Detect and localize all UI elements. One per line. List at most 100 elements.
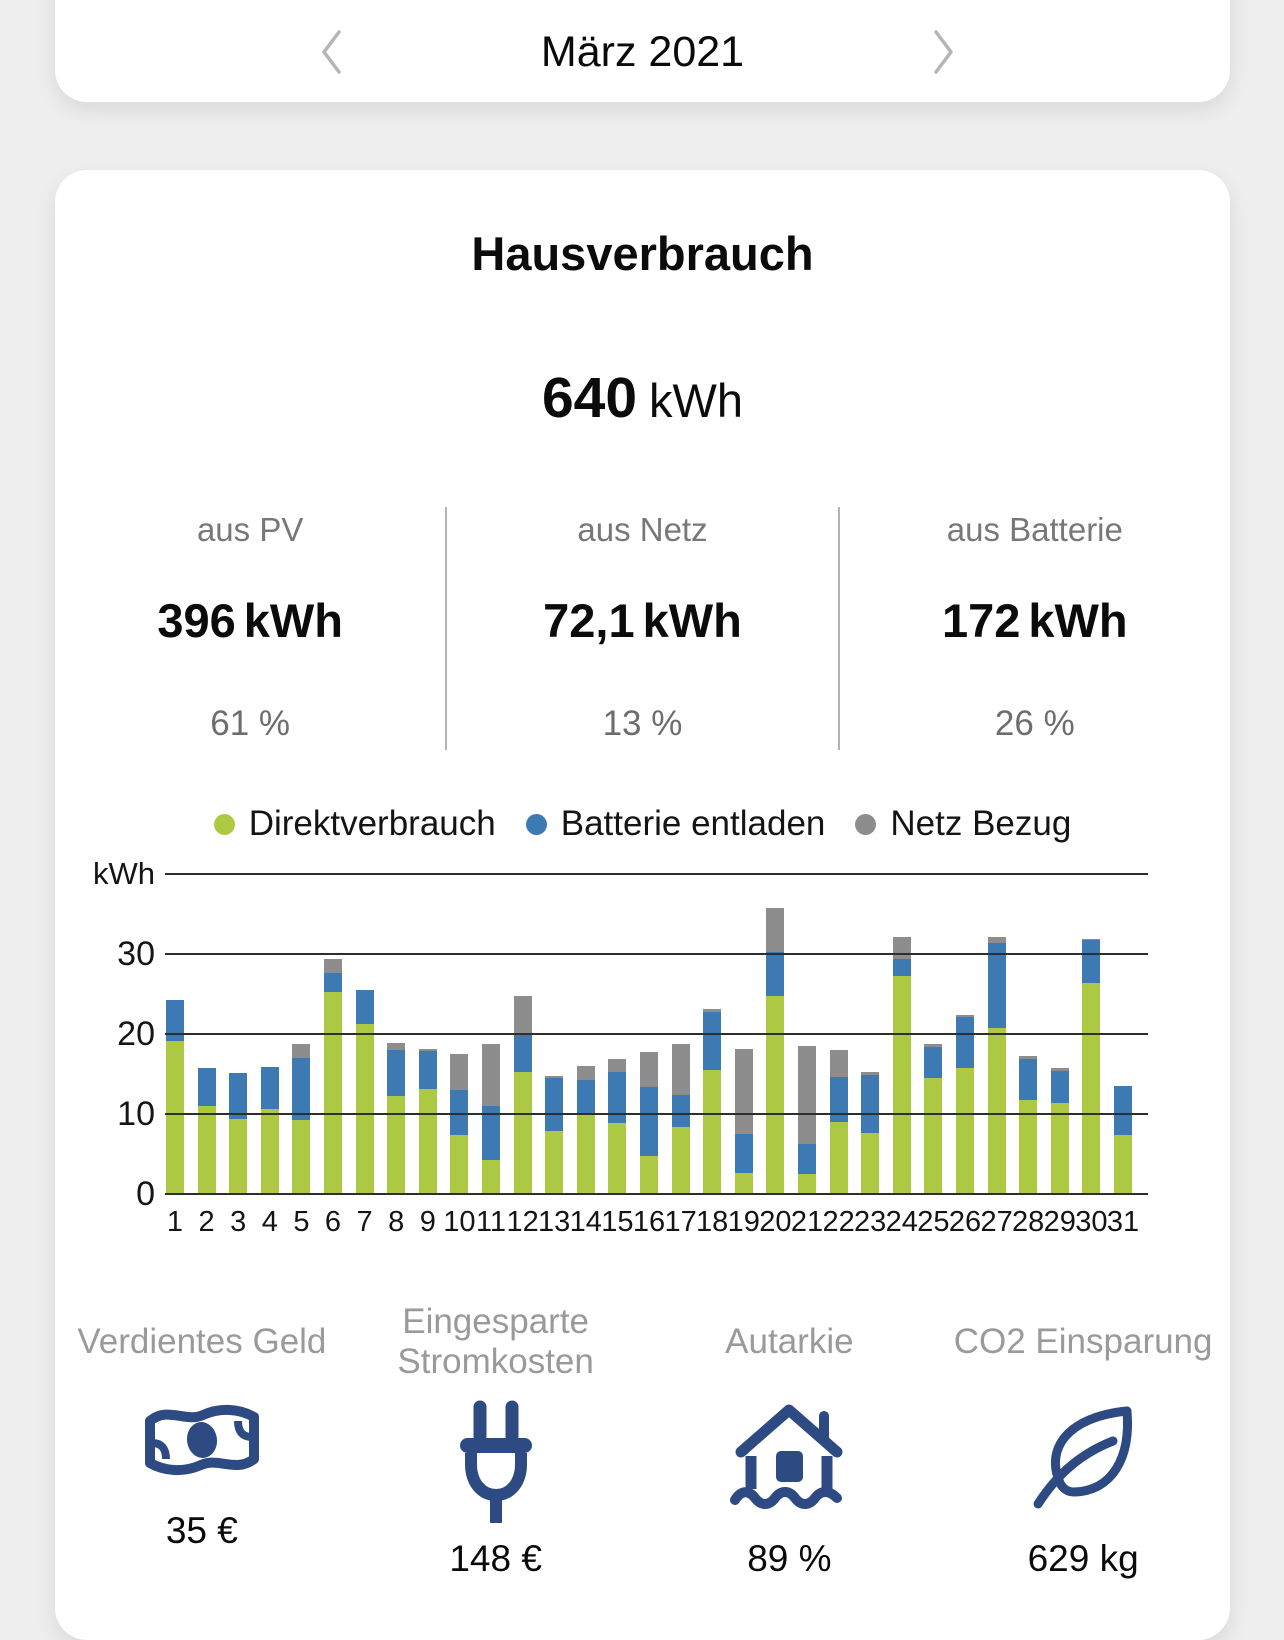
bar-segment xyxy=(292,1044,311,1058)
bar-day-2[interactable] xyxy=(197,1068,216,1194)
next-month-button[interactable] xyxy=(920,24,968,80)
bar-day-30[interactable] xyxy=(1082,938,1101,1194)
x-tick-label: 29 xyxy=(1043,1206,1076,1238)
x-tick-label: 15 xyxy=(601,1206,634,1238)
x-tick-label: 24 xyxy=(885,1206,918,1238)
bar-segment xyxy=(608,1122,627,1194)
y-tick-label: 0 xyxy=(136,1175,155,1213)
x-tick-label: 4 xyxy=(261,1206,278,1238)
bar-segment xyxy=(166,1041,184,1194)
bar-segment xyxy=(671,1094,690,1127)
stat-unit: kWh xyxy=(243,594,343,647)
legend-dot-gray xyxy=(855,813,877,835)
bar-day-20[interactable] xyxy=(766,908,785,1194)
bar-day-14[interactable] xyxy=(576,1066,595,1194)
bar-segment xyxy=(608,1071,627,1123)
bar-day-16[interactable] xyxy=(640,1052,658,1194)
bar-day-22[interactable] xyxy=(829,1050,848,1194)
stat-unit: kWh xyxy=(1028,594,1128,647)
bar-day-21[interactable] xyxy=(798,1046,816,1194)
x-tick-label: 12 xyxy=(506,1206,539,1238)
legend-dot-green xyxy=(213,813,235,835)
bar-segment xyxy=(418,1089,437,1194)
bar-day-15[interactable] xyxy=(608,1058,627,1194)
kpi-row: Verdientes Geld 35 € Eingesparte Stromko… xyxy=(55,1300,1230,1580)
bar-segment xyxy=(608,1058,627,1072)
bar-day-13[interactable] xyxy=(545,1076,564,1194)
bar-segment xyxy=(387,1050,406,1096)
bar-segment xyxy=(450,1134,469,1194)
x-tick-label: 2 xyxy=(198,1206,215,1238)
bar-day-26[interactable] xyxy=(956,1014,974,1194)
stat-aus-netz: aus Netz 72,1 kWh 13 % xyxy=(445,507,837,750)
legend-item-netz-bezug: Netz Bezug xyxy=(855,804,1071,844)
x-tick-label: 3 xyxy=(230,1206,247,1238)
bar-segment xyxy=(292,1120,311,1194)
bar-segment xyxy=(1050,1068,1069,1071)
bar-segment xyxy=(292,1058,311,1121)
bar-day-9[interactable] xyxy=(418,1049,437,1194)
bar-day-17[interactable] xyxy=(671,1043,690,1194)
bar-day-4[interactable] xyxy=(260,1066,279,1194)
bar-segment xyxy=(1050,1102,1069,1194)
bar-segment xyxy=(418,1050,437,1090)
gridline xyxy=(165,953,1148,955)
bar-day-10[interactable] xyxy=(450,1054,469,1194)
x-tick-label: 11 xyxy=(475,1206,507,1238)
legend-label: Netz Bezug xyxy=(890,804,1072,843)
bar-day-18[interactable] xyxy=(703,1009,722,1194)
x-tick-label: 27 xyxy=(980,1206,1013,1238)
bar-day-27[interactable] xyxy=(987,937,1006,1194)
bar-segment xyxy=(576,1114,595,1194)
bar-segment xyxy=(545,1078,564,1131)
bar-day-11[interactable] xyxy=(482,1044,500,1194)
bar-segment xyxy=(1082,940,1101,983)
bar-day-8[interactable] xyxy=(387,1042,406,1194)
bar-segment xyxy=(734,1134,753,1174)
bar-day-1[interactable] xyxy=(166,999,184,1194)
consumption-card: Hausverbrauch 640 kWh aus PV 396 kWh 61 % … xyxy=(55,170,1230,1640)
bar-segment xyxy=(640,1156,658,1194)
bar-segment xyxy=(956,1017,974,1069)
bar-day-7[interactable] xyxy=(355,990,374,1194)
x-tick-label: 25 xyxy=(917,1206,950,1238)
bar-segment xyxy=(260,1109,279,1194)
bar-segment xyxy=(703,1009,722,1013)
bar-day-24[interactable] xyxy=(892,937,911,1194)
month-label: März 2021 xyxy=(540,28,745,76)
total-consumption: 640 kWh xyxy=(55,365,1230,431)
x-tick-label: 8 xyxy=(388,1206,405,1238)
house-water-icon xyxy=(727,1396,851,1528)
stat-percent: 13 % xyxy=(602,704,683,743)
legend-label: Batterie entladen xyxy=(560,804,826,843)
bar-segment xyxy=(987,942,1006,1028)
bar-segment xyxy=(798,1046,816,1145)
bar-day-19[interactable] xyxy=(734,1049,753,1194)
stat-aus-pv: aus PV 396 kWh 61 % xyxy=(55,507,445,750)
stat-label: aus Netz xyxy=(577,511,708,548)
bar-day-31[interactable] xyxy=(1114,1086,1132,1194)
bar-segment xyxy=(671,1126,690,1194)
bar-segment xyxy=(166,999,184,1042)
bar-segment xyxy=(450,1054,469,1090)
bar-day-29[interactable] xyxy=(1050,1068,1069,1194)
x-tick-label: 9 xyxy=(419,1206,436,1238)
bar-segment xyxy=(829,1077,848,1122)
bar-day-28[interactable] xyxy=(1019,1056,1038,1194)
kpi-autarkie: Autarkie 89 % xyxy=(643,1300,937,1580)
x-tick-label: 26 xyxy=(948,1206,982,1238)
bar-segment xyxy=(987,1027,1006,1194)
bar-segment xyxy=(956,1014,974,1018)
bar-segment xyxy=(1114,1086,1132,1135)
x-tick-label: 18 xyxy=(696,1206,729,1238)
bar-day-3[interactable] xyxy=(229,1073,248,1194)
previous-month-button[interactable] xyxy=(307,24,355,80)
bar-day-5[interactable] xyxy=(292,1044,311,1194)
bar-day-25[interactable] xyxy=(924,1044,943,1194)
kpi-value: 89 % xyxy=(747,1538,832,1579)
bar-day-12[interactable] xyxy=(513,996,532,1194)
x-tick-label: 31 xyxy=(1106,1206,1140,1238)
bar-day-6[interactable] xyxy=(324,958,342,1194)
bar-day-23[interactable] xyxy=(861,1071,880,1194)
bar-segment xyxy=(734,1049,753,1134)
